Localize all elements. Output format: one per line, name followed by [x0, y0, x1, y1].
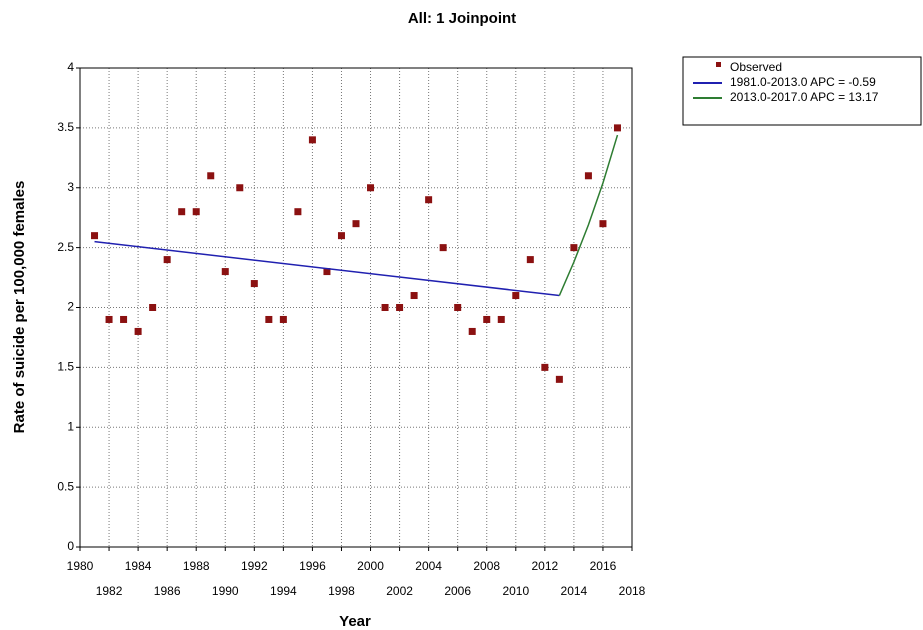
observed-point [367, 184, 375, 192]
observed-point [105, 315, 113, 323]
observed-point [396, 304, 404, 311]
x-tick-label: 1984 [125, 559, 152, 573]
observed-point [279, 315, 287, 323]
x-tick-label: 2004 [415, 559, 442, 573]
observed-point [541, 363, 549, 371]
y-tick-label: 4 [67, 60, 74, 74]
x-tick-label: 2016 [590, 559, 617, 573]
observed-point [265, 315, 273, 323]
x-tick-label: 2008 [473, 559, 500, 573]
observed-point [91, 232, 99, 240]
x-tick-label: 2000 [357, 559, 384, 573]
x-tick-label: 2002 [386, 584, 413, 598]
x-tick-label: 2010 [502, 584, 529, 598]
y-tick-label: 3.5 [57, 120, 74, 134]
legend-box [682, 56, 922, 126]
trend-line [558, 134, 619, 296]
observed-point [497, 315, 505, 323]
observed-point [555, 375, 563, 383]
observed-point [613, 124, 621, 132]
observed-point [163, 256, 171, 264]
x-tick-label: 1990 [212, 584, 239, 598]
x-tick-label: 1982 [96, 584, 123, 598]
observed-point [221, 268, 229, 276]
observed-point [570, 244, 578, 252]
x-tick-label: 2014 [561, 584, 588, 598]
observed-point [584, 172, 592, 180]
trend-line [94, 240, 560, 297]
observed-point [381, 304, 389, 311]
observed-point [192, 208, 200, 216]
observed-point [425, 196, 433, 204]
legend-label: 1981.0-2013.0 APC = -0.59 [730, 75, 876, 89]
x-tick-label: 2018 [619, 584, 646, 598]
observed-point [207, 172, 215, 180]
observed-point [439, 244, 447, 252]
y-tick-label: 0 [67, 539, 74, 553]
observed-point [236, 184, 244, 192]
observed-point [308, 136, 316, 144]
legend-label: Observed [730, 60, 782, 74]
y-tick-label: 3 [67, 180, 74, 194]
x-axis-label: Year [339, 613, 371, 630]
x-tick-label: 1988 [183, 559, 210, 573]
observed-point [337, 232, 345, 240]
x-tick-label: 1998 [328, 584, 355, 598]
x-tick-label: 1992 [241, 559, 268, 573]
x-tick-label: 1996 [299, 559, 326, 573]
y-tick-label: 2.5 [57, 240, 74, 254]
legend-marker [716, 62, 721, 67]
chart-title: All: 1 Joinpoint [408, 10, 516, 27]
x-tick-label: 2012 [531, 559, 558, 573]
observed-point [178, 208, 186, 216]
observed-point [468, 327, 476, 335]
x-tick-label: 2006 [444, 584, 471, 598]
y-axis-label: Rate of suicide per 100,000 females [11, 181, 28, 434]
y-tick-label: 1.5 [57, 360, 74, 374]
observed-point [454, 304, 462, 311]
x-tick-label: 1986 [154, 584, 181, 598]
observed-point [250, 280, 258, 288]
observed-point [120, 315, 128, 323]
y-tick-label: 0.5 [57, 479, 74, 493]
x-tick-label: 1980 [67, 559, 94, 573]
observed-point [149, 304, 157, 311]
observed-point [483, 315, 491, 323]
x-tick-label: 1994 [270, 584, 297, 598]
observed-point [134, 327, 142, 335]
observed-point [526, 256, 534, 264]
legend-label: 2013.0-2017.0 APC = 13.17 [730, 90, 879, 104]
observed-point [323, 268, 331, 276]
observed-point [410, 292, 418, 300]
y-tick-label: 2 [67, 300, 74, 314]
observed-point [599, 220, 607, 228]
observed-point [512, 292, 520, 300]
observed-point [294, 208, 302, 216]
observed-point [352, 220, 360, 228]
y-tick-label: 1 [67, 419, 74, 433]
plot-frame [79, 67, 633, 548]
